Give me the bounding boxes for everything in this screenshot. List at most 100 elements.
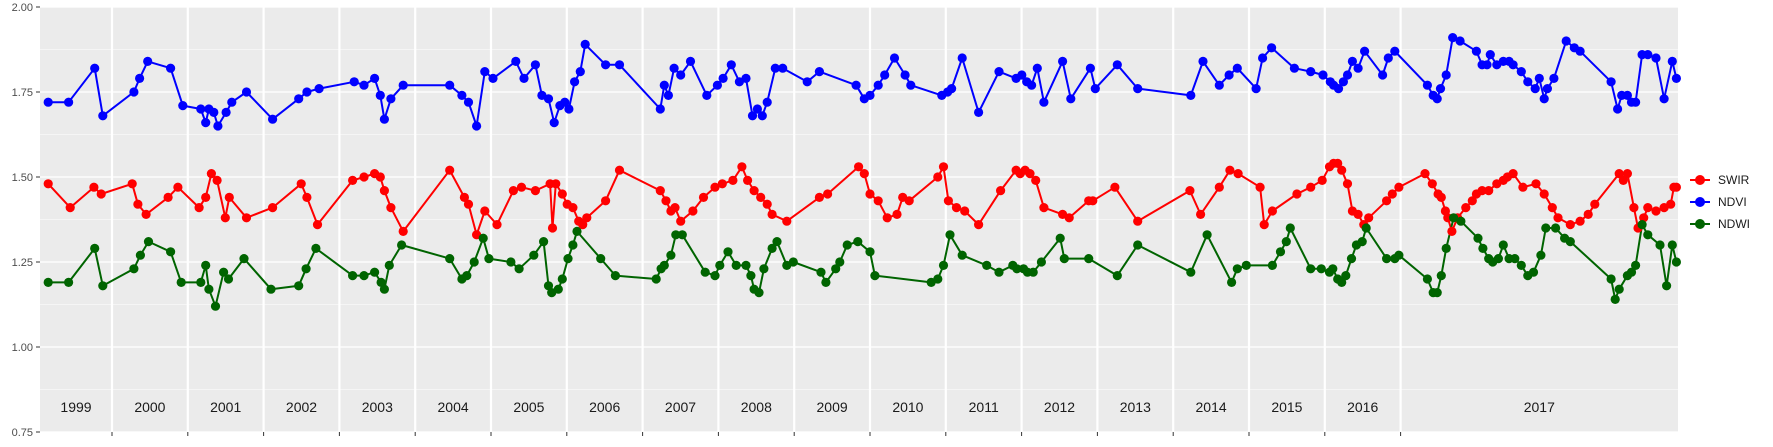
data-point-ndvi: [1133, 84, 1143, 94]
data-point-ndwi: [1055, 233, 1065, 243]
data-point-ndwi: [196, 277, 206, 287]
data-point-swir: [578, 220, 588, 230]
data-point-ndvi: [1353, 63, 1363, 73]
data-point-ndwi: [1382, 254, 1392, 264]
data-point-ndvi: [1508, 60, 1518, 70]
data-point-ndvi: [143, 56, 153, 66]
data-point-ndwi: [759, 264, 769, 274]
data-point-ndvi: [511, 56, 521, 66]
data-point-ndwi: [484, 254, 494, 264]
data-point-swir: [688, 206, 698, 216]
data-point-ndwi: [1493, 254, 1503, 264]
data-point-ndvi: [1643, 50, 1653, 60]
data-point-swir: [1031, 175, 1041, 185]
data-point-ndvi: [957, 53, 967, 63]
data-point-ndvi: [294, 94, 304, 104]
data-point-swir: [1651, 206, 1661, 216]
data-point-swir: [1337, 165, 1347, 175]
data-point-swir: [1614, 169, 1624, 179]
data-point-swir: [698, 192, 709, 202]
data-point-ndwi: [677, 230, 687, 240]
legend-label-swir: SWIR: [1718, 173, 1750, 187]
data-point-swir: [661, 196, 671, 206]
data-point-ndvi: [1613, 104, 1623, 114]
data-point-ndvi: [900, 70, 910, 80]
data-point-ndvi: [398, 80, 408, 90]
data-point-ndwi: [1346, 254, 1357, 264]
data-point-swir: [1531, 179, 1541, 189]
data-point-swir: [89, 182, 99, 192]
year-label-1999: 1999: [60, 399, 91, 415]
data-point-swir: [1088, 196, 1098, 206]
data-point-swir: [601, 196, 611, 206]
year-label-2017: 2017: [1524, 399, 1555, 415]
year-label-2005: 2005: [513, 399, 544, 415]
data-point-ndvi: [209, 107, 219, 117]
legend-key-dot-ndwi: [1695, 219, 1705, 229]
data-point-ndvi: [98, 111, 108, 121]
data-point-swir: [141, 209, 151, 219]
data-point-ndwi: [348, 271, 358, 281]
data-point-swir: [1196, 209, 1206, 219]
data-point-ndvi: [196, 104, 206, 114]
data-point-swir: [173, 182, 183, 192]
year-label-2012: 2012: [1044, 399, 1075, 415]
data-point-swir: [268, 203, 278, 213]
data-point-swir: [348, 175, 358, 185]
y-tick-label: 1.00: [12, 342, 33, 354]
data-point-ndvi: [488, 73, 498, 83]
data-point-swir: [1447, 226, 1457, 236]
data-point-ndwi: [143, 237, 154, 247]
data-point-ndwi: [754, 288, 764, 298]
data-point-ndvi: [1482, 60, 1492, 70]
data-point-swir: [582, 213, 592, 223]
data-point-swir: [1553, 213, 1563, 223]
data-point-ndvi: [1338, 77, 1348, 87]
data-point-ndvi: [778, 63, 788, 73]
data-point-swir: [1671, 182, 1681, 192]
data-point-swir: [206, 169, 216, 179]
data-point-ndwi: [294, 281, 304, 291]
data-point-ndvi: [386, 94, 396, 104]
data-point-ndvi: [1267, 43, 1277, 53]
data-point-ndvi: [1066, 94, 1076, 104]
data-point-ndwi: [1478, 243, 1488, 253]
data-point-ndvi: [457, 90, 467, 100]
data-point-ndvi: [1039, 97, 1049, 107]
data-point-ndwi: [43, 277, 53, 287]
data-point-ndwi: [64, 277, 74, 287]
data-point-ndwi: [572, 226, 582, 236]
data-point-ndwi: [1341, 271, 1351, 281]
grid-layer: [40, 6, 1678, 433]
data-point-ndwi: [1449, 213, 1459, 223]
data-point-ndwi: [659, 260, 669, 270]
data-point-ndvi: [1112, 60, 1122, 70]
data-point-ndwi: [384, 260, 394, 270]
data-point-ndvi: [575, 67, 585, 77]
data-point-ndwi: [816, 267, 826, 277]
data-point-ndvi: [166, 63, 176, 73]
data-point-ndvi: [375, 90, 385, 100]
data-point-ndvi: [1390, 46, 1400, 56]
data-point-ndwi: [1337, 277, 1347, 287]
data-point-swir: [823, 189, 833, 199]
data-point-swir: [1306, 182, 1316, 192]
data-point-ndvi: [814, 67, 825, 77]
data-point-ndvi: [90, 63, 100, 73]
data-point-ndvi: [580, 39, 590, 50]
data-point-swir: [127, 179, 137, 189]
data-point-swir: [1039, 203, 1049, 213]
data-point-ndvi: [370, 73, 380, 83]
y-tick-label: 1.25: [12, 257, 33, 269]
data-point-swir: [312, 220, 323, 230]
data-point-ndvi: [1360, 46, 1370, 56]
data-point-ndvi: [1214, 80, 1224, 90]
data-point-swir: [1353, 209, 1363, 219]
data-point-ndvi: [718, 73, 728, 83]
data-point-ndvi: [1671, 73, 1681, 83]
data-point-ndwi: [176, 277, 186, 287]
data-point-ndvi: [889, 53, 900, 63]
data-point-ndwi: [767, 243, 777, 253]
